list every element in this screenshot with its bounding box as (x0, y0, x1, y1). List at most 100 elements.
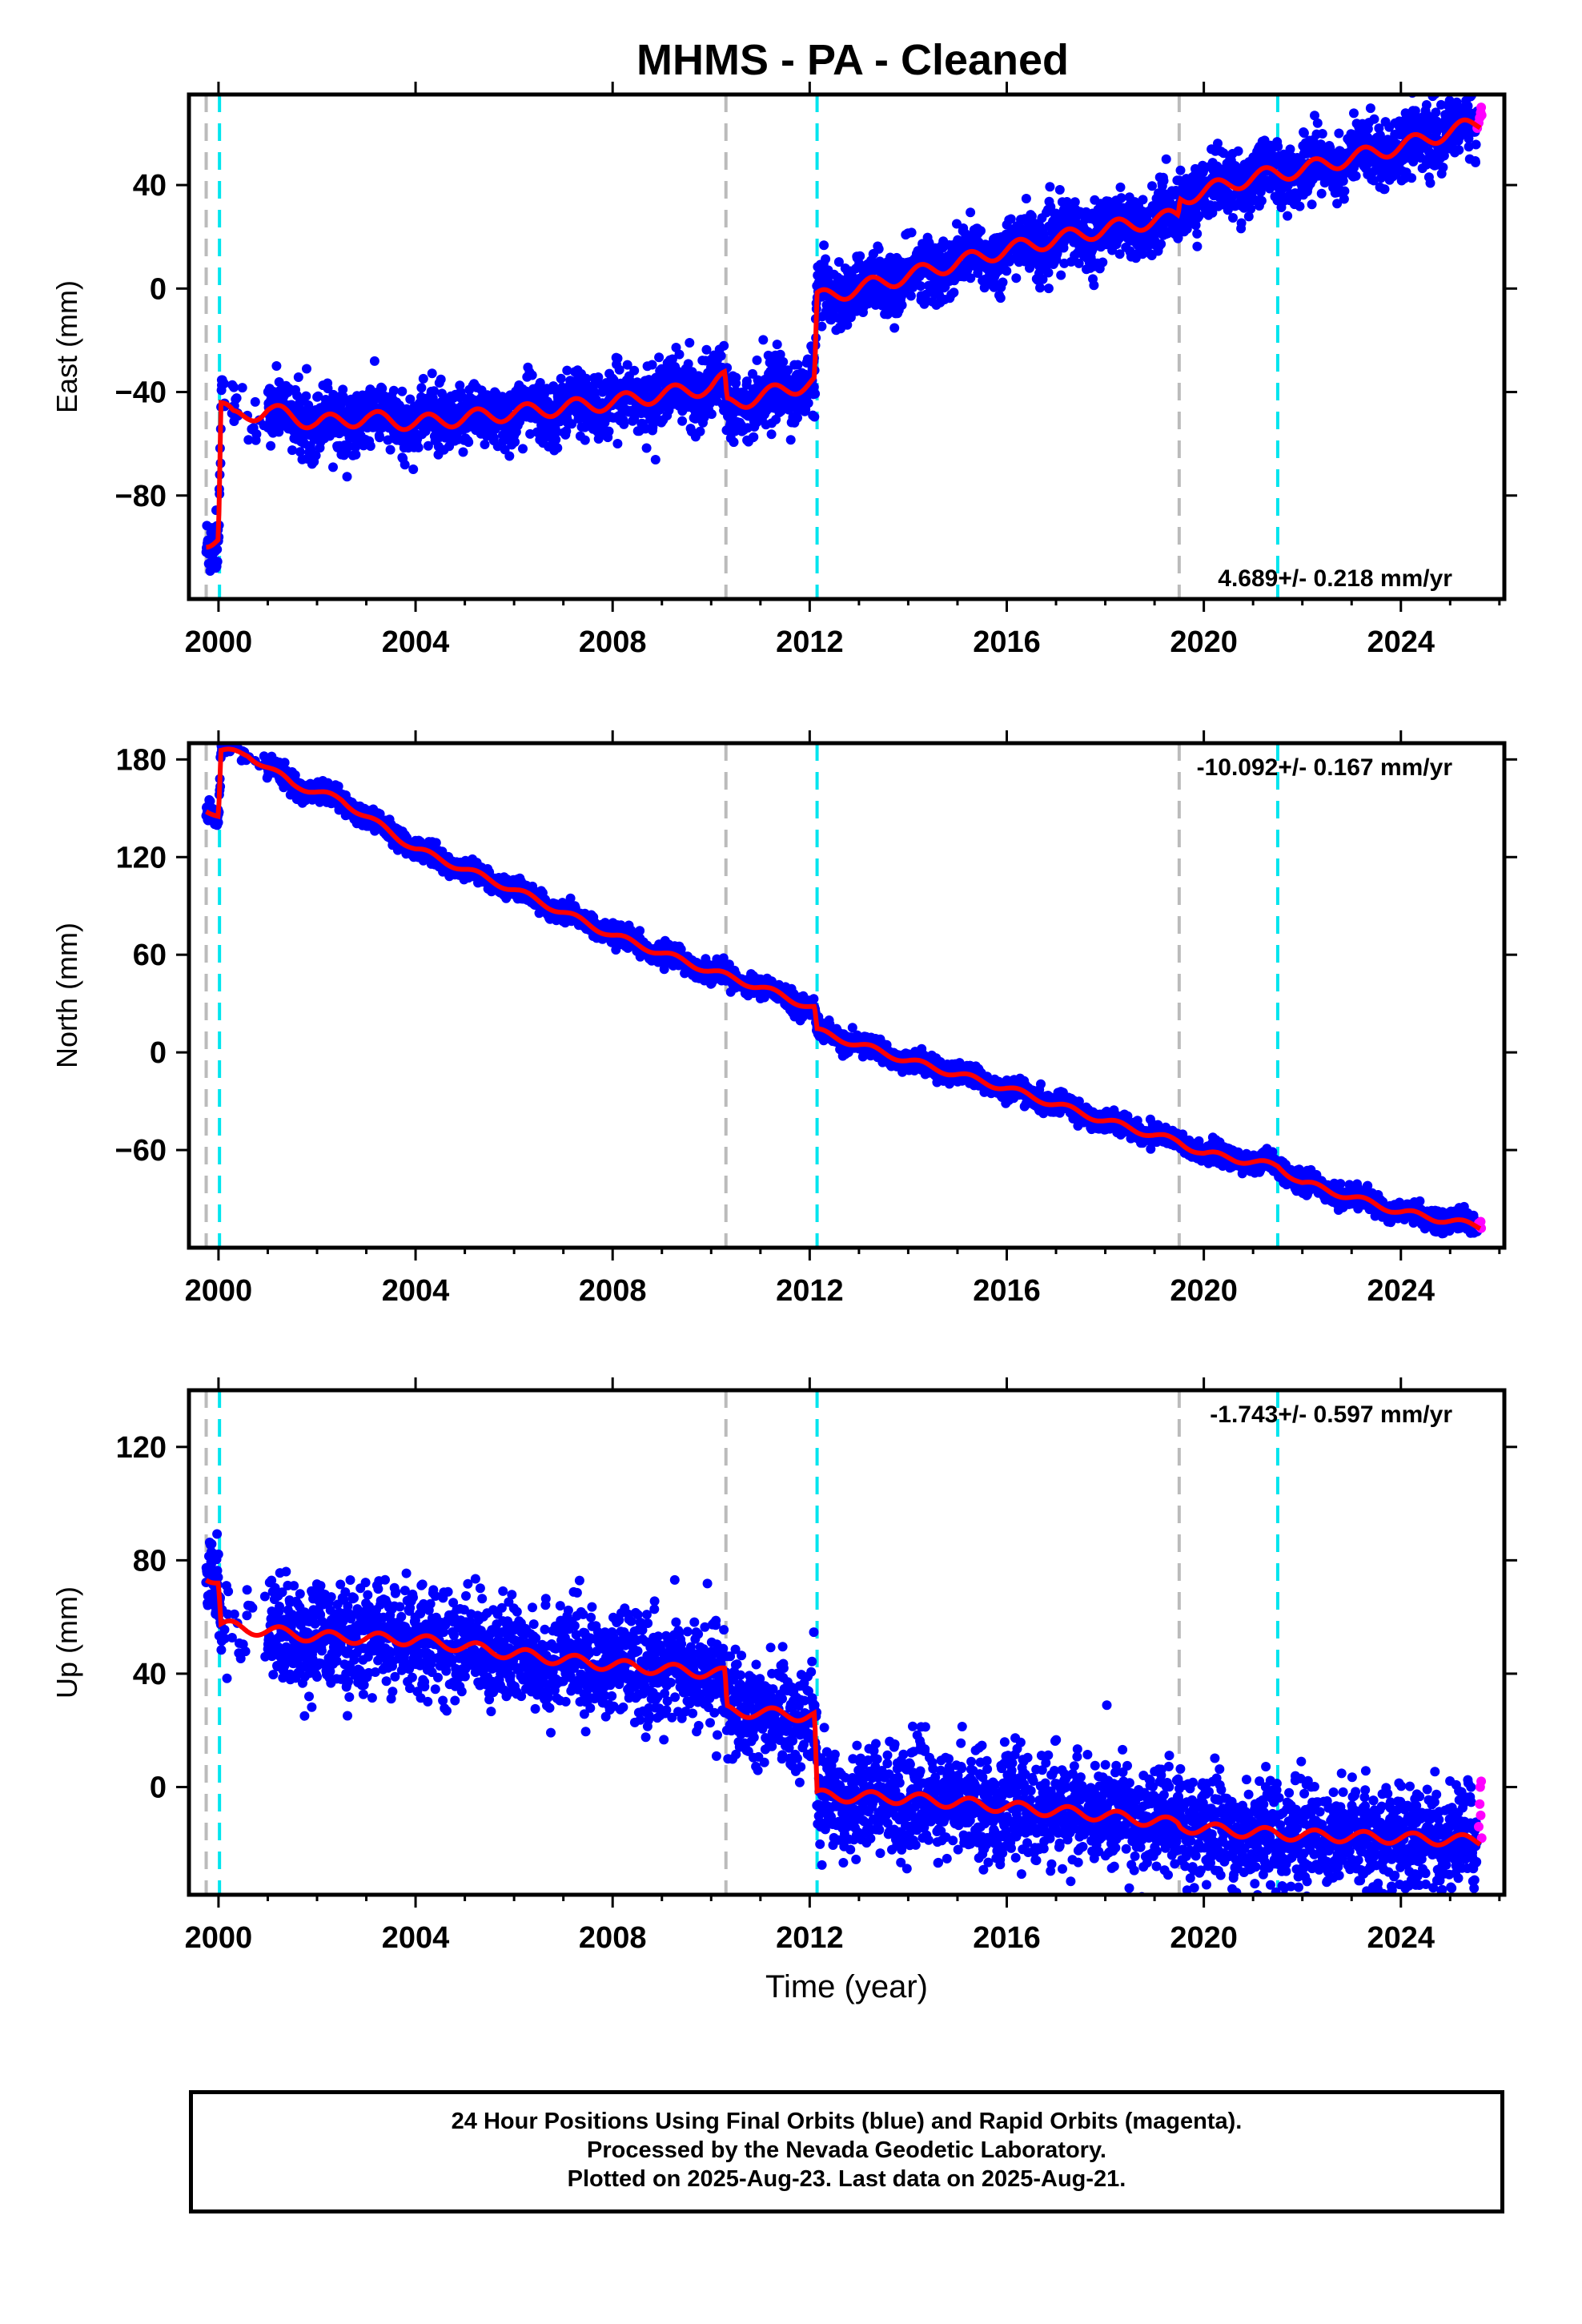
final-orbit-point (1228, 213, 1238, 223)
final-orbit-point (654, 352, 665, 363)
final-orbit-point (842, 320, 853, 330)
final-orbit-point (966, 273, 976, 283)
final-orbit-point (855, 251, 865, 261)
final-orbit-point (1026, 211, 1037, 221)
final-orbit-point (749, 432, 759, 442)
final-orbit-point (1046, 202, 1056, 212)
final-orbit-point (1192, 228, 1203, 239)
y-tick-label: −40 (115, 376, 167, 410)
final-orbit-point (701, 344, 712, 355)
final-orbit-point (785, 435, 796, 445)
east-panel: 2000 2004 2008 2012 2016 2020 2024−80−40040Eas… (50, 82, 1517, 659)
y-tick-label: −80 (115, 480, 167, 513)
final-orbit-point (397, 386, 408, 396)
final-orbit-point (464, 437, 474, 448)
final-orbit-point (906, 227, 917, 238)
final-orbit-point (581, 373, 592, 384)
final-orbit-point (683, 359, 693, 369)
final-orbit-point (437, 388, 447, 399)
final-orbit-point (1074, 258, 1084, 268)
final-orbit-point (212, 545, 223, 555)
final-orbit-point (556, 373, 566, 384)
final-orbit-point (1339, 186, 1350, 196)
final-orbit-point (809, 412, 820, 422)
final-orbit-point (783, 365, 793, 376)
final-orbit-point (699, 412, 709, 423)
final-orbit-point (1471, 157, 1480, 167)
final-orbit-point (580, 435, 590, 445)
final-orbit-point (766, 429, 777, 440)
final-orbit-point (552, 427, 562, 437)
final-orbit-point (1339, 194, 1349, 204)
final-orbit-point (695, 426, 705, 436)
final-orbit-point (271, 361, 282, 371)
final-orbit-point (685, 338, 695, 348)
final-orbit-point (821, 254, 831, 264)
final-orbit-point (1052, 248, 1062, 259)
final-orbit-point (1431, 107, 1441, 118)
chart-title: MHMS - PA - Cleaned (636, 36, 1070, 84)
final-orbit-point (1043, 267, 1054, 278)
final-orbit-point (793, 412, 802, 423)
final-orbit-point (1425, 178, 1435, 188)
x-tick-label: 2012 (776, 625, 844, 659)
final-orbit-point (1002, 266, 1012, 276)
y-tick-label: 40 (133, 169, 167, 203)
final-orbit-point (1317, 129, 1327, 139)
final-orbit-point (377, 384, 387, 394)
final-orbit-point (231, 393, 242, 404)
final-orbit-point (1454, 145, 1464, 155)
final-orbit-point (1410, 106, 1420, 116)
final-orbit-point (429, 386, 440, 396)
final-orbit-point (1043, 283, 1054, 294)
final-orbit-point (719, 340, 729, 351)
final-orbit-point (385, 444, 396, 455)
final-orbit-point (793, 360, 803, 370)
final-orbit-point (1114, 249, 1125, 259)
final-orbit-point (1453, 84, 1463, 94)
final-orbit-point (1056, 270, 1066, 280)
rapid-orbit-point (1476, 103, 1487, 113)
final-orbit-point (1351, 171, 1361, 181)
final-orbit-point (778, 356, 789, 367)
final-orbit-point (966, 207, 976, 218)
final-orbit-point (995, 293, 1006, 304)
final-orbit-point (1219, 148, 1229, 159)
final-orbit-point (1415, 153, 1426, 163)
final-orbit-point (351, 442, 360, 452)
final-orbit-point (338, 384, 348, 395)
final-orbit-point (229, 382, 239, 392)
final-orbit-point (1192, 241, 1203, 251)
x-tick-label: 2016 (973, 625, 1041, 659)
final-orbit-point (729, 437, 739, 448)
final-orbit-point (251, 429, 262, 440)
final-orbit-point (1236, 218, 1247, 228)
final-orbit-point (405, 394, 416, 404)
final-orbit-point (351, 449, 361, 460)
final-orbit-point (998, 277, 1008, 287)
final-orbit-point (1011, 273, 1022, 283)
final-orbit-point (418, 373, 428, 384)
final-orbit-point (1444, 95, 1455, 106)
final-orbit-point (706, 409, 717, 420)
velocity-rate-label: 4.689+/- 0.218 mm/yr (1218, 565, 1452, 592)
final-orbit-point (1038, 274, 1048, 284)
final-orbit-point (1349, 108, 1359, 119)
final-orbit-point (833, 257, 844, 267)
final-orbit-point (775, 349, 785, 360)
final-orbit-point (1138, 249, 1148, 259)
final-orbit-point (243, 435, 254, 445)
final-orbit-point (1062, 197, 1072, 207)
final-orbit-point (1035, 283, 1045, 293)
final-orbit-point (1089, 280, 1099, 291)
final-orbit-point (771, 414, 781, 424)
final-orbit-point (219, 379, 229, 388)
final-orbit-point (295, 447, 305, 457)
final-orbit-point (416, 383, 427, 393)
x-tick-label: 2004 (382, 625, 450, 659)
final-orbit-point (619, 419, 629, 429)
final-orbit-point (1369, 175, 1379, 186)
x-tick-label: 2020 (1170, 625, 1238, 659)
final-orbit-point (641, 443, 652, 453)
final-orbit-point (1307, 199, 1317, 210)
